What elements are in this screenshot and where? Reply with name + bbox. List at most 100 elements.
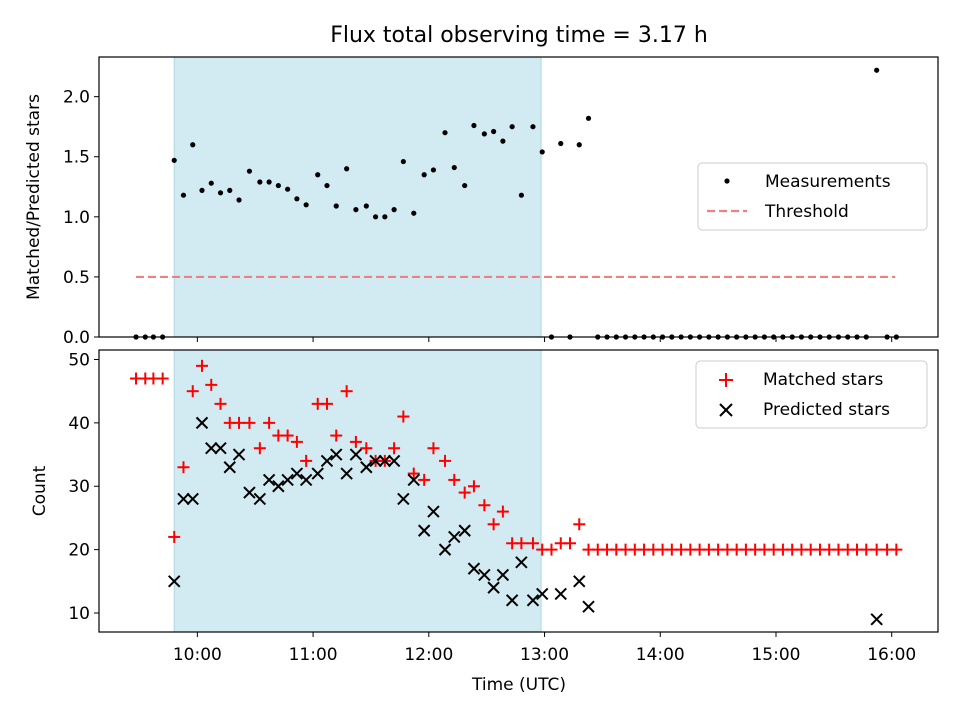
matched-star-point [478, 499, 491, 512]
predicted-star-point [487, 581, 500, 594]
x-tick-label: 13:00 [520, 645, 569, 665]
predicted-star-point [205, 442, 218, 455]
measurement-point [217, 190, 224, 196]
measurement-point [585, 115, 592, 121]
matched-star-point [860, 543, 873, 556]
top-axes-frame [98, 56, 939, 338]
predicted-star-point [554, 587, 567, 601]
matched-star-point [290, 435, 303, 448]
measurement-point [315, 172, 321, 178]
measurement-point [246, 168, 253, 174]
predicted-star-point [168, 575, 181, 588]
top-y-axis-label: Matched/Predicted stars [24, 94, 44, 300]
measurement-point [294, 196, 300, 202]
matched-star-point [439, 454, 452, 467]
matched-star-point [177, 461, 190, 474]
predicted-star-point [467, 562, 481, 575]
matched-star-point [526, 537, 539, 550]
measurement-point [285, 186, 291, 192]
matched-star-point [545, 543, 558, 556]
x-axis-label: Time (UTC) [471, 675, 566, 695]
bottom-y-axis-label: Count [30, 465, 50, 516]
legend-matched-label: Matched stars [763, 370, 883, 390]
predicted-star-point [214, 442, 227, 455]
legend-matched-marker [719, 373, 733, 387]
bottom-y-tick-label: 10 [68, 604, 90, 624]
matched-star-point [573, 518, 586, 531]
measurement-point [576, 142, 582, 148]
top-y-tick-label: 1.5 [63, 148, 90, 168]
matched-star-point [388, 442, 401, 455]
measurement-point [353, 207, 359, 213]
measurement-point [411, 210, 417, 216]
legend-predicted-label: Predicted stars [763, 400, 890, 420]
top-y-tick-label: 2.0 [63, 88, 90, 108]
top-y-tick-label: 1.0 [63, 208, 90, 228]
measurement-point [372, 214, 379, 220]
measurement-point [430, 167, 437, 173]
matched-star-point [427, 442, 440, 455]
measurement-point [442, 130, 448, 136]
matched-star-point [496, 505, 509, 518]
bottom-y-tick-label: 40 [68, 414, 90, 434]
matched-star-point [205, 378, 218, 391]
matched-star-point [186, 385, 199, 398]
predicted-star-point [299, 473, 313, 487]
matched-star-point [458, 486, 471, 499]
measurement-point [874, 67, 880, 73]
measurement-point [500, 138, 506, 144]
measurement-point [471, 122, 477, 129]
matched-star-point [349, 435, 362, 448]
top-y-tick-label: 0.0 [63, 328, 90, 348]
predicted-star-point [272, 480, 285, 493]
matched-star-point [253, 442, 266, 455]
matched-star-point [360, 442, 373, 455]
matched-star-point [515, 537, 528, 550]
matched-star-point [156, 372, 169, 385]
chart-title: Flux total observing time = 3.17 h [330, 23, 708, 48]
measurement-point [391, 207, 397, 213]
predicted-star-point [573, 575, 586, 588]
matched-star-point [263, 416, 276, 429]
measurement-point [227, 187, 233, 193]
predicted-star-point [223, 461, 236, 474]
predicted-star-point [340, 467, 353, 480]
measurement-point [509, 124, 515, 130]
predicted-star-point [870, 613, 883, 626]
measurement-point [199, 187, 205, 193]
matched-star-point [340, 385, 353, 398]
predicted-star-point [397, 492, 410, 506]
predicted-star-point [387, 454, 401, 468]
measurement-point [451, 164, 457, 171]
predicted-star-point [505, 594, 519, 607]
measurement-point [208, 180, 214, 186]
measurement-point [324, 182, 330, 189]
measurement-point [180, 192, 187, 198]
predicted-star-point [360, 461, 373, 474]
measurement-point [275, 182, 281, 189]
measurement-point [266, 179, 272, 185]
predicted-star-point [281, 473, 294, 487]
predicted-star-point [458, 524, 471, 537]
predicted-star-point [448, 530, 461, 544]
measurement-point [171, 157, 177, 163]
matched-star-point [448, 473, 461, 486]
top-legend: Measurements Threshold [697, 162, 928, 231]
measurement-point [382, 214, 388, 220]
predicted-star-point [320, 454, 334, 468]
predicted-star-point [478, 568, 491, 582]
predicted-star-point [496, 568, 510, 582]
predicted-star-point [232, 448, 246, 461]
bottom-legend: Matched stars Predicted stars [695, 360, 928, 429]
x-tick-label: 12:00 [404, 645, 453, 665]
matched-star-point [330, 429, 343, 442]
bottom-panel: 10 20 30 40 50 10:00 11:00 12:00 13:00 14:00 15:0… [30, 349, 939, 695]
x-tick-label: 15:00 [751, 645, 800, 665]
matched-star-point [407, 467, 420, 480]
predicted-star-point [349, 448, 363, 461]
top-y-tick-label: 0.5 [63, 268, 90, 288]
bottom-axes-frame [98, 349, 939, 633]
matched-star-point [870, 543, 883, 556]
legend-predicted-marker [719, 403, 733, 417]
bottom-y-tick-label: 30 [68, 477, 90, 497]
